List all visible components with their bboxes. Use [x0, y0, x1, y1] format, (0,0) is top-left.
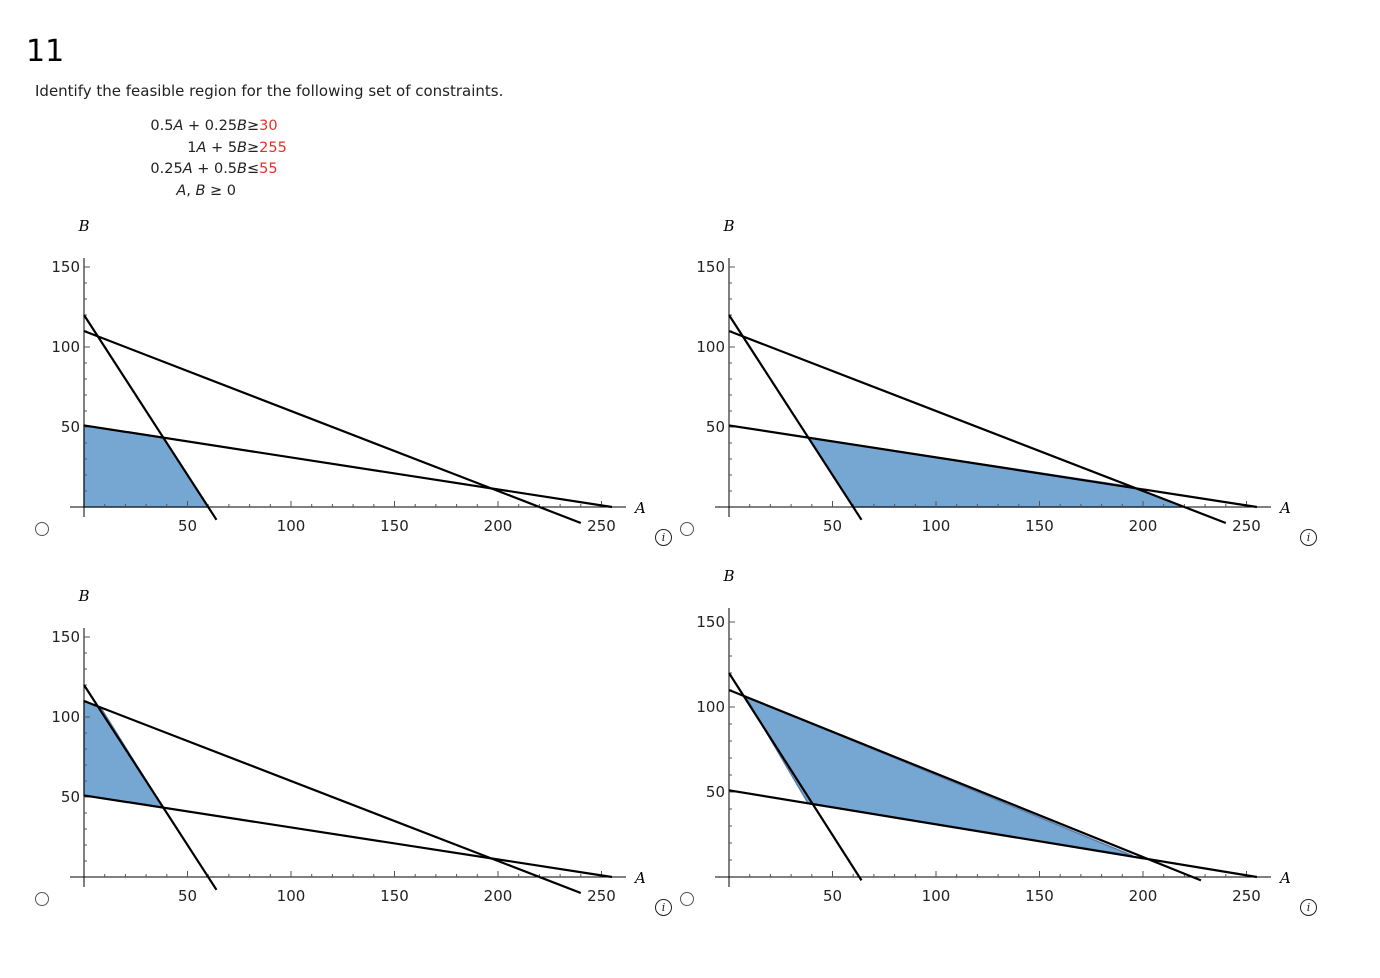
constraint-2: 1A + 5B≥255 — [187, 140, 287, 156]
constraint-operator: ≤ — [247, 161, 260, 177]
y-axis-label: B — [77, 217, 89, 235]
x-tick-label: 200 — [1129, 517, 1158, 535]
x-axis-label: A — [633, 499, 646, 517]
x-tick-label: 100 — [277, 887, 306, 905]
constraint-line-3 — [728, 789, 1258, 879]
x-tick-label: 250 — [587, 887, 616, 905]
x-tick-label: 100 — [922, 887, 951, 905]
option-4-radio[interactable] — [680, 892, 694, 906]
constraint-line-1 — [728, 672, 863, 881]
question-prompt: Identify the feasible region for the fol… — [35, 82, 504, 100]
question-number: 11 — [26, 34, 65, 69]
x-tick-label: 100 — [277, 517, 306, 535]
option-1-info-icon[interactable]: i — [655, 529, 672, 546]
x-tick-label: 150 — [380, 887, 409, 905]
option-3-info-icon[interactable]: i — [655, 899, 672, 916]
x-tick-label: 200 — [484, 887, 513, 905]
y-tick-label: 50 — [706, 783, 725, 801]
constraint-line-1 — [83, 314, 218, 521]
y-tick-label: 100 — [51, 338, 80, 356]
y-tick-label: 150 — [51, 628, 80, 646]
x-tick-label: 50 — [823, 517, 842, 535]
y-tick-label: 150 — [51, 258, 80, 276]
constraint-1: 0.5A + 0.25B≥30 — [150, 118, 277, 134]
y-tick-label: 100 — [696, 338, 725, 356]
constraint-operator: ≥ — [247, 118, 260, 134]
y-tick-label: 50 — [61, 418, 80, 436]
y-axis-label: B — [722, 217, 734, 235]
x-tick-label: 200 — [484, 517, 513, 535]
constraint-line-1 — [83, 684, 218, 891]
x-axis-label: A — [1278, 499, 1291, 517]
constraint-line-3 — [728, 424, 1258, 509]
y-tick-label: 50 — [706, 418, 725, 436]
x-axis-label: A — [633, 869, 646, 887]
constraint-operator: ≥ — [247, 140, 260, 156]
y-tick-label: 150 — [696, 258, 725, 276]
y-tick-label: 100 — [51, 708, 80, 726]
x-tick-label: 100 — [922, 517, 951, 535]
option-2-radio[interactable] — [680, 522, 694, 536]
option-3-radio[interactable] — [35, 892, 49, 906]
constraint-lhs: 0.25A + 0.5B — [150, 161, 247, 177]
y-tick-label: 100 — [696, 698, 725, 716]
constraint-line-3 — [83, 794, 613, 879]
constraint-rhs: 55 — [259, 161, 278, 177]
x-tick-label: 150 — [380, 517, 409, 535]
x-tick-label: 50 — [178, 517, 197, 535]
x-tick-label: 150 — [1025, 517, 1054, 535]
option-2-info-icon[interactable]: i — [1300, 529, 1317, 546]
x-axis-label: A — [1278, 869, 1291, 887]
constraint-rhs: 255 — [259, 140, 287, 156]
y-tick-label: 150 — [696, 613, 725, 631]
y-tick-label: 50 — [61, 788, 80, 806]
constraint-line-3 — [83, 424, 613, 509]
y-axis-label: B — [722, 567, 734, 585]
constraint-lhs: 1A + 5B — [187, 140, 247, 156]
constraint-line-2 — [728, 329, 1227, 525]
constraint-lhs: 0.5A + 0.25B — [150, 118, 247, 134]
x-tick-label: 50 — [823, 887, 842, 905]
x-tick-label: 250 — [1232, 517, 1261, 535]
x-tick-label: 250 — [1232, 887, 1261, 905]
option-1-radio[interactable] — [35, 522, 49, 536]
x-tick-label: 50 — [178, 887, 197, 905]
constraint-rhs: 30 — [259, 118, 278, 134]
constraint-3: 0.25A + 0.5B≤55 — [150, 161, 277, 177]
option-4-info-icon[interactable]: i — [1300, 899, 1317, 916]
constraint-line-2 — [83, 329, 582, 525]
constraint-lhs: A, B ≥ 0 — [176, 183, 236, 199]
constraint-line-2 — [83, 699, 582, 895]
constraint-line-1 — [728, 314, 863, 521]
x-tick-label: 250 — [587, 517, 616, 535]
constraint-4: A, B ≥ 0 — [176, 183, 236, 199]
x-tick-label: 150 — [1025, 887, 1054, 905]
x-tick-label: 200 — [1129, 887, 1158, 905]
y-axis-label: B — [77, 587, 89, 605]
constraint-line-2 — [728, 688, 1202, 882]
